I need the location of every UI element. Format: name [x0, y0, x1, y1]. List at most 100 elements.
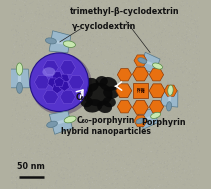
Point	[54, 181, 57, 184]
Point	[91, 74, 94, 77]
Point	[129, 56, 132, 59]
Point	[21, 79, 24, 82]
Point	[28, 187, 31, 189]
Point	[98, 108, 101, 111]
Point	[78, 106, 81, 109]
Point	[53, 75, 57, 78]
Point	[34, 113, 37, 116]
Point	[141, 19, 144, 22]
Point	[173, 69, 177, 72]
Point	[63, 108, 66, 111]
Point	[84, 63, 88, 66]
Point	[50, 55, 53, 58]
Point	[162, 166, 166, 169]
Point	[47, 27, 50, 30]
Point	[38, 159, 41, 162]
Point	[35, 180, 39, 184]
Point	[128, 31, 131, 34]
Point	[170, 54, 174, 57]
Point	[37, 4, 41, 7]
Point	[163, 55, 166, 58]
Point	[11, 49, 15, 52]
Point	[51, 115, 55, 119]
Point	[63, 156, 66, 159]
Point	[161, 158, 164, 161]
Point	[183, 80, 186, 83]
Point	[47, 146, 50, 149]
Point	[150, 21, 154, 24]
Point	[44, 15, 47, 18]
Point	[124, 84, 128, 87]
Point	[90, 69, 93, 72]
Point	[24, 131, 28, 134]
Point	[162, 170, 165, 173]
Point	[134, 99, 137, 102]
Point	[95, 179, 98, 182]
Point	[178, 79, 181, 82]
Point	[62, 138, 65, 141]
Point	[96, 21, 99, 24]
Point	[89, 31, 92, 34]
Point	[144, 13, 148, 16]
Point	[13, 62, 16, 65]
Point	[180, 32, 183, 35]
Point	[141, 161, 144, 164]
Point	[73, 31, 77, 34]
Point	[54, 149, 58, 152]
Point	[181, 158, 184, 161]
Point	[90, 106, 93, 109]
Point	[35, 93, 39, 96]
Point	[147, 38, 151, 41]
Point	[154, 187, 158, 189]
Point	[148, 17, 151, 20]
Point	[193, 153, 196, 156]
Point	[196, 131, 199, 134]
Point	[174, 162, 177, 165]
Point	[193, 81, 197, 84]
Point	[97, 46, 100, 49]
Point	[112, 182, 116, 185]
Point	[35, 54, 38, 57]
Point	[77, 22, 80, 26]
Point	[171, 86, 174, 89]
Point	[111, 106, 114, 109]
Point	[145, 33, 149, 36]
Point	[22, 8, 25, 11]
Point	[168, 44, 171, 47]
Point	[46, 171, 49, 174]
Point	[162, 170, 165, 173]
Point	[146, 75, 149, 78]
Point	[66, 141, 69, 144]
Point	[142, 132, 145, 135]
Point	[105, 154, 108, 157]
Point	[106, 67, 110, 70]
Point	[65, 8, 68, 11]
Polygon shape	[139, 52, 160, 73]
Point	[76, 73, 80, 76]
Point	[69, 79, 72, 82]
Point	[150, 117, 154, 120]
Point	[40, 117, 43, 120]
Point	[145, 90, 148, 93]
Point	[40, 41, 44, 44]
Point	[94, 170, 97, 174]
Point	[143, 180, 147, 183]
Point	[58, 153, 61, 156]
Point	[105, 5, 108, 8]
Point	[64, 28, 67, 31]
Point	[143, 15, 146, 18]
Point	[20, 173, 24, 176]
Point	[17, 187, 20, 189]
Point	[101, 174, 105, 177]
Point	[80, 61, 84, 64]
Point	[179, 113, 183, 116]
Point	[93, 138, 96, 141]
Point	[130, 151, 133, 154]
Point	[132, 64, 135, 67]
Point	[46, 147, 49, 150]
Point	[35, 163, 38, 166]
Point	[140, 183, 143, 186]
Point	[164, 61, 167, 64]
Point	[40, 126, 43, 129]
Point	[149, 40, 152, 43]
